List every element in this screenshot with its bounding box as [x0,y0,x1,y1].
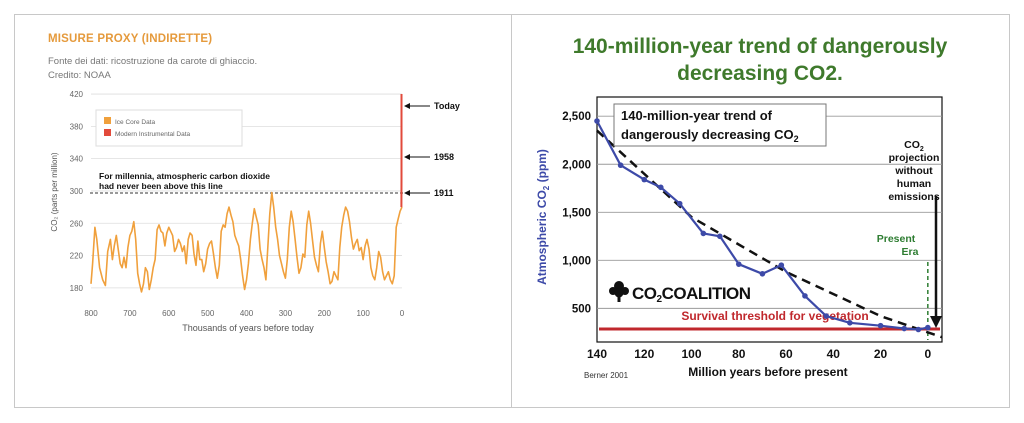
co2-data-point [700,230,707,237]
left-panel-title: MISURE PROXY (INDIRETTE) [48,33,213,45]
ice-core-legend [95,109,243,147]
geologic-series [594,118,931,333]
co2-data-point [778,262,785,268]
co2-data-point [877,322,884,329]
geologic-y-axis-title: Atmospheric CO2 (ppm) [535,149,551,285]
left-panel-credit: Credito: NOAA [48,70,111,81]
co2-data-point [901,325,907,332]
year-1911-label: 1911 [434,188,454,198]
ice-core-x-tick-label: 400 [240,309,254,318]
ice-core-co2-chart: 180 220 260 300 340 380 420 800 700 600 500 400 300 2… [50,90,460,333]
ice-core-y-tick-label: 220 [70,252,84,261]
ice-core-x-tick-label: 500 [201,309,215,318]
co2-data-point [658,184,664,191]
legend-label-ice: Ice Core Data [115,119,155,126]
ice-core-y-tick-label: 340 [70,155,84,164]
projection-label-line4: human [897,178,931,190]
threshold-annotation-line1: For millennia, atmospheric carbon dioxid… [99,171,270,181]
ice-core-x-tick-label: 800 [84,309,98,318]
trend-line [596,129,943,339]
present-era-label-line1: Present [877,233,916,245]
ice-core-x-tick-label: 100 [356,309,370,318]
co2-data-point [915,326,922,333]
geologic-x-tick-label: 140 [587,347,607,361]
today-label: Today [434,101,460,111]
geologic-tick-labels: 500 1,000 1,500 2,000 2,500 140 120 100 80 60 40 20… [562,111,931,361]
year-1958-label: 1958 [434,152,454,162]
geologic-x-tick-label: 60 [779,347,793,361]
ice-core-y-tick-label: 300 [70,187,84,196]
co2-data-point [617,162,624,169]
co2-data-point [823,313,830,319]
projection-label-line2: projection [889,152,940,164]
geologic-y-tick-label: 2,000 [562,159,591,171]
co2-data-point [717,233,723,240]
citation-label: Berner 2001 [584,371,629,380]
geologic-x-tick-label: 40 [827,347,841,361]
geologic-x-axis-title: Million years before present [688,365,847,379]
legend-swatch-modern [104,129,111,136]
ice-core-series [90,94,403,293]
projection-label-line1: CO2 [904,139,924,153]
co2-data-point [641,176,648,183]
right-panel-title: 140-million-year trend of dangerously de… [572,35,948,85]
inner-title-line1: 140-million-year trend of [621,108,773,123]
co2-data-point [925,324,931,331]
geologic-y-tick-label: 1,000 [562,255,591,267]
ice-core-x-tick-label: 700 [123,309,137,318]
geologic-x-tick-label: 100 [682,347,702,361]
inner-title-box [613,103,827,147]
projection-label-line5: emissions [888,191,940,203]
ice-core-x-tick-label: 200 [318,309,332,318]
ice-core-tick-labels: 180 220 260 300 340 380 420 800 700 600 500 400 300 2… [70,90,405,318]
geologic-y-tick-label: 1,500 [562,207,591,219]
co2-data-point [594,118,600,124]
inner-title-line2: dangerously decreasing CO2 [621,127,799,144]
year-1911-arrow [404,190,430,196]
co2-data-point [735,261,742,267]
ice-core-y-tick-label: 180 [70,284,84,293]
geologic-y-tick-label: 500 [572,303,591,315]
ice-core-y-tick-label: 420 [70,90,84,99]
ice-core-data-line [90,191,403,293]
ice-core-x-tick-label: 0 [400,309,405,318]
geologic-x-tick-label: 80 [732,347,746,361]
present-era-label-line2: Era [902,246,919,258]
year-1958-arrow [404,154,430,160]
panel-divider [511,14,512,408]
dashed-trend-line [596,129,943,339]
co2-data-point [802,293,808,299]
tree-logo-icon [609,281,629,302]
projection-label-line3: without [894,165,933,177]
co2-data-point [847,319,853,326]
geologic-x-tick-label: 120 [634,347,654,361]
geologic-x-tick-label: 0 [924,347,931,361]
legend-label-modern: Modern Instrumental Data [115,131,191,138]
ice-core-y-tick-label: 260 [70,219,84,228]
geologic-x-tick-label: 20 [874,347,888,361]
geologic-y-tick-label: 2,500 [562,111,591,123]
ice-core-y-axis-title: CO₂ (parts per million) [50,152,59,231]
ice-core-x-tick-label: 300 [279,309,293,318]
threshold-annotation-line2: had never been above this line [99,181,223,191]
ice-core-x-tick-label: 600 [162,309,176,318]
co2-data-point [759,270,766,277]
co2-data-point [676,200,683,207]
co2-coalition-logo-text: CO2COALITION [632,284,751,305]
ice-core-x-axis-title: Thousands of years before today [182,323,314,333]
left-panel-source: Fonte dei dati: ricostruzione da carote … [48,56,258,67]
projection-arrow [930,196,942,328]
legend-swatch-ice [104,117,111,124]
ice-core-y-tick-label: 380 [70,122,84,131]
today-arrow [404,103,430,109]
